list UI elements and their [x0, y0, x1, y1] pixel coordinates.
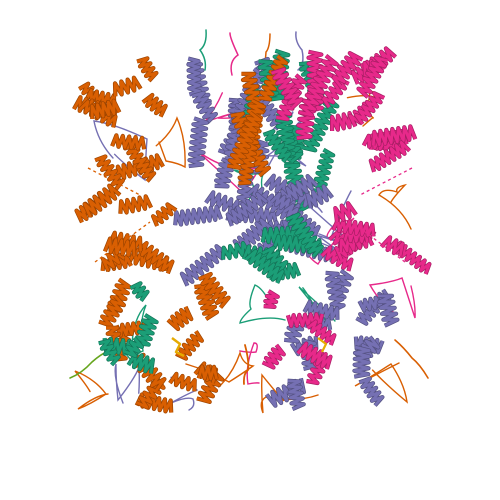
helix-ribbon: [358, 377, 384, 407]
helix-ribbon: [296, 342, 332, 370]
loop-coil: [229, 32, 239, 76]
helix-ribbon: [325, 271, 345, 312]
loop-coil: [368, 277, 416, 319]
helix-ribbon: [94, 155, 125, 190]
helix-ribbon: [188, 116, 209, 168]
helix-ribbon: [271, 67, 303, 110]
loop-coil: [239, 284, 286, 324]
helix-ribbon: [110, 133, 146, 150]
helix-ribbon: [377, 294, 399, 327]
dashed-linker: [351, 221, 406, 263]
helix-ribbon: [380, 235, 404, 257]
helix-ribbon: [285, 213, 324, 258]
helix-ribbon: [357, 56, 389, 99]
helix-ribbon: [98, 295, 126, 328]
helix-ribbon: [198, 272, 230, 309]
helix-ribbon: [173, 205, 223, 226]
helix-ribbon: [136, 241, 174, 274]
helix-ribbon: [263, 289, 280, 309]
helix-ribbon: [175, 330, 204, 360]
helix-ribbon: [332, 217, 375, 237]
helix-ribbon: [284, 320, 304, 343]
helix-ribbon: [119, 194, 153, 214]
loop-coil: [260, 373, 319, 414]
helix-ribbon: [83, 184, 121, 218]
helix-ribbon: [263, 129, 291, 163]
helix-ribbon: [286, 312, 324, 328]
helix-ribbon: [221, 241, 251, 260]
helix-ribbon: [306, 185, 334, 209]
loop-coil: [74, 370, 109, 410]
helix-ribbon: [141, 93, 168, 118]
loop-coil: [155, 116, 186, 169]
helix-ribbon: [180, 244, 228, 287]
helix-ribbon: [136, 57, 158, 82]
helix-ribbon: [333, 201, 358, 223]
helix-ribbon: [283, 204, 320, 238]
loop-coil: [394, 339, 429, 379]
helix-ribbon: [312, 148, 335, 192]
front-helix-layer: [72, 46, 432, 414]
helix-ribbon: [187, 57, 201, 96]
helix-ribbon: [191, 91, 218, 124]
helix-ribbon: [113, 76, 142, 97]
helix-ribbon: [197, 365, 218, 381]
loop-coil: [114, 363, 140, 404]
helix-ribbon: [287, 379, 306, 411]
loop-coil: [239, 342, 260, 385]
helix-ribbon: [168, 372, 197, 392]
helix-ribbon: [321, 77, 350, 108]
loop-coil: [198, 29, 207, 71]
helix-ribbon: [214, 157, 235, 188]
helix-ribbon: [106, 326, 123, 348]
helix-ribbon: [194, 284, 219, 321]
helix-ribbon: [298, 54, 339, 117]
helix-ribbon: [371, 124, 417, 146]
helix-ribbon: [354, 91, 385, 125]
helix-ribbon: [353, 345, 371, 379]
helix-ribbon: [244, 249, 284, 284]
loop-coil: [378, 183, 412, 230]
helix-ribbon: [369, 141, 411, 173]
helix-ribbon: [90, 99, 121, 119]
ligand-sticks: [317, 337, 328, 353]
helix-ribbon: [134, 313, 158, 346]
disordered-linker-layer: [87, 167, 413, 263]
helix-ribbon: [226, 192, 268, 227]
dashed-linker: [94, 221, 151, 263]
loop-coil: [242, 344, 250, 385]
helix-ribbon: [128, 248, 168, 271]
helix-ribbon: [258, 55, 288, 101]
helix-ribbon: [302, 96, 339, 152]
helix-ribbon: [261, 246, 288, 274]
dashed-linker: [359, 167, 413, 196]
ligand-sticks: [171, 337, 185, 358]
helix-ribbon: [151, 203, 177, 227]
helix-ribbon: [306, 320, 336, 346]
dashed-linker: [87, 167, 141, 196]
helix-ribbon: [166, 306, 193, 331]
helix-ribbon: [262, 344, 286, 369]
helix-ribbon: [129, 281, 149, 302]
helix-ribbon: [103, 237, 136, 257]
helix-ribbon: [227, 111, 262, 170]
helix-ribbon: [123, 336, 144, 358]
ligand-layer: [171, 337, 328, 358]
helix-ribbon: [98, 339, 121, 366]
helix-ribbon: [307, 50, 324, 113]
